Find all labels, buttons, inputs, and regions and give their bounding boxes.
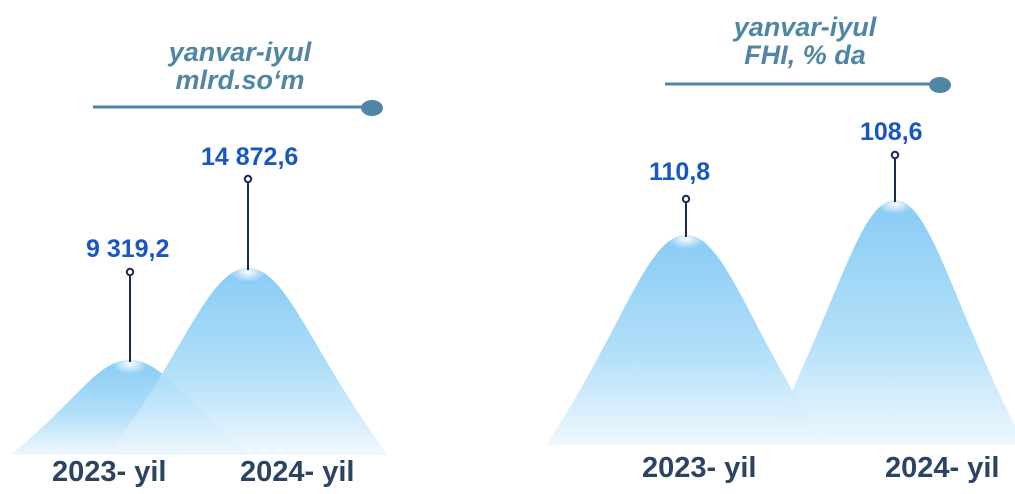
panel-2-peak-2023 — [546, 235, 826, 445]
panel-2-year-label-2024: 2024- yil — [885, 452, 1000, 484]
panel-2-title: yanvar-iyul FHI, % da — [685, 13, 925, 69]
panel-2-value-label-2023: 110,8 — [649, 158, 711, 186]
panel-2-title-line-1: yanvar-iyul — [733, 12, 877, 42]
panel-1-value-label-2024: 14 872,6 — [201, 143, 299, 171]
panel-1-title: yanvar-iyul mlrd.so‘m — [120, 38, 360, 94]
panel-1-pin-dot-2024 — [243, 174, 253, 184]
panel-1-peak-glow-2024 — [230, 262, 266, 282]
panel-2-pin-dot-2023 — [681, 194, 691, 204]
panel-1-year-label-2023: 2023- yil — [52, 456, 167, 488]
panel-1-peak-glow-2023 — [112, 354, 148, 374]
panel-1-year-label-2024: 2024- yil — [240, 456, 355, 488]
panel-2-peak-glow-2024 — [877, 194, 913, 214]
panel-2-title-line-2: FHI, % da — [744, 40, 866, 70]
panel-1-title-line-2: mlrd.so‘m — [175, 65, 305, 95]
panel-2-peak-2024 — [765, 200, 1015, 445]
panel-1-pin-dot-2023 — [125, 267, 135, 277]
panel-2-title-rule-dot — [929, 77, 951, 93]
panel-1-title-rule-dot — [361, 100, 383, 116]
panel-1-peak-2024 — [108, 268, 388, 455]
panel-1-title-line-1: yanvar-iyul — [168, 37, 312, 67]
panel-2-value-label-2024: 108,6 — [860, 118, 923, 146]
panel-2-pin-dot-2024 — [890, 150, 900, 160]
panel-2-year-label-2023: 2023- yil — [642, 452, 757, 484]
panel-1-value-label-2023: 9 319,2 — [86, 235, 170, 263]
panel-2-peak-glow-2023 — [668, 229, 704, 249]
